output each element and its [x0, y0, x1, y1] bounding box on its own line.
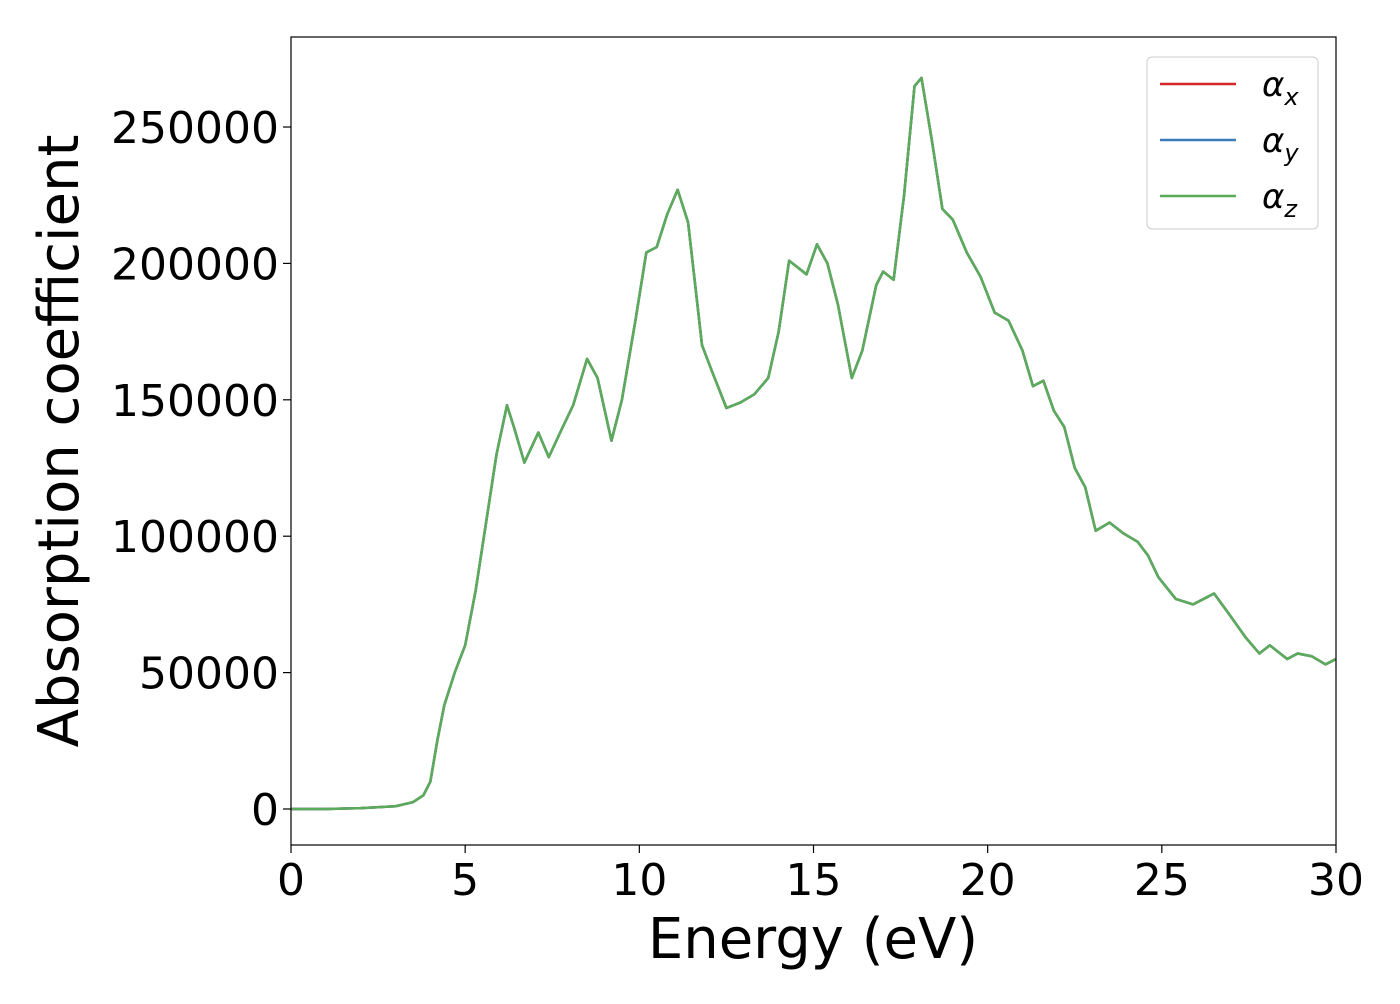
y-tick-label: 200000: [111, 239, 279, 290]
y-tick-label: 150000: [111, 376, 279, 427]
x-tick-label: 25: [1134, 855, 1190, 906]
x-tick-label: 30: [1308, 855, 1364, 906]
x-tick-label: 15: [786, 855, 842, 906]
x-tick-label: 5: [451, 855, 479, 906]
x-tick-label: 20: [960, 855, 1016, 906]
x-tick-label: 10: [611, 855, 667, 906]
legend-box: [1146, 56, 1319, 230]
legend-label: αx: [1262, 65, 1299, 111]
x-tick-label: 0: [277, 855, 305, 906]
x-axis-label: Energy (eV): [648, 907, 978, 972]
y-tick-label: 0: [251, 785, 279, 836]
legend-label: αz: [1262, 177, 1298, 223]
y-tick-label: 100000: [111, 512, 279, 563]
plot-frame: [290, 36, 1337, 846]
data-line: [291, 76, 1337, 811]
legend-label: αy: [1262, 121, 1299, 167]
legend: αx αy αz: [1146, 56, 1319, 230]
y-tick-label: 250000: [111, 103, 279, 154]
y-tick-label: 50000: [139, 649, 279, 700]
y-axis-label: Absorption coefficient: [27, 135, 92, 748]
